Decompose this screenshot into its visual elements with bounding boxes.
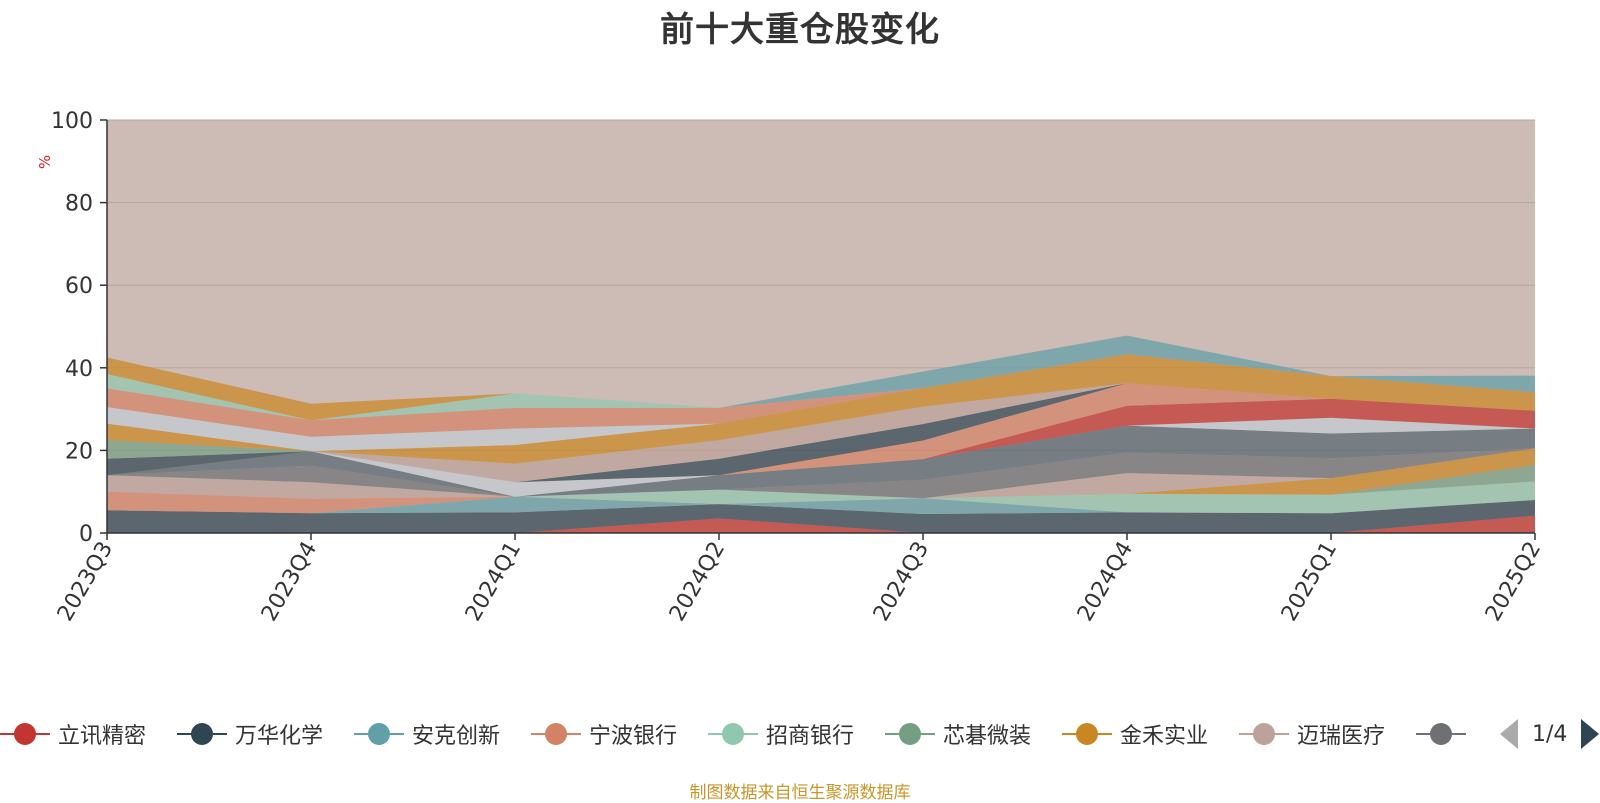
area-series-2 bbox=[107, 500, 1535, 533]
legend: 立讯精密 万华化学 安克创新 宁波银行 招商银行 芯碁微装 金禾实业 迈瑞医疗 bbox=[0, 716, 1600, 752]
legend-page-indicator: 1/4 bbox=[1532, 721, 1568, 747]
legend-label: 立讯精密 bbox=[58, 724, 147, 749]
legend-label: 宁波银行 bbox=[589, 724, 678, 749]
legend-swatch-icon bbox=[708, 716, 758, 752]
area-series-4 bbox=[107, 491, 1535, 514]
legend-item-2[interactable]: 万华化学 bbox=[177, 716, 323, 752]
x-tick-label: 2023Q3 bbox=[53, 538, 118, 626]
x-tick-label: 2025Q2 bbox=[1481, 538, 1546, 626]
x-tick-label: 2024Q1 bbox=[461, 538, 526, 626]
legend-swatch-icon bbox=[177, 716, 227, 752]
area-series-20 bbox=[107, 354, 1535, 421]
area-series-10 bbox=[107, 425, 1535, 497]
x-tick-label: 2024Q4 bbox=[1073, 538, 1138, 626]
area-series-19 bbox=[107, 354, 1535, 437]
legend-swatch-icon bbox=[1062, 716, 1112, 752]
legend-swatch-icon bbox=[1416, 716, 1466, 752]
legend-swatch-icon bbox=[354, 716, 404, 752]
legend-label: 万华化学 bbox=[235, 724, 324, 749]
y-tick-label: 60 bbox=[65, 274, 93, 299]
y-tick-label: 20 bbox=[65, 439, 93, 464]
y-tick-label: 80 bbox=[65, 192, 93, 217]
legend-swatch-icon bbox=[531, 716, 581, 752]
area-series-12 bbox=[107, 398, 1535, 483]
legend-label: 芯碁微装 bbox=[943, 724, 1032, 749]
legend-item-8[interactable]: 迈瑞医疗 bbox=[1239, 716, 1385, 752]
area-series-18 bbox=[107, 354, 1535, 452]
legend-swatch-icon bbox=[885, 716, 935, 752]
x-tick-label: 2025Q1 bbox=[1277, 538, 1342, 626]
area-series-11 bbox=[107, 417, 1535, 497]
legend-item-4[interactable]: 宁波银行 bbox=[531, 716, 677, 752]
legend-item-5[interactable]: 招商银行 bbox=[708, 716, 854, 752]
y-tick-label: 40 bbox=[65, 357, 93, 382]
legend-swatch-icon bbox=[0, 716, 50, 752]
area-series-3 bbox=[107, 496, 1535, 514]
legend-label: 招商银行 bbox=[766, 724, 855, 749]
area-series-9 bbox=[107, 448, 1535, 499]
legend-item-3[interactable]: 安克创新 bbox=[354, 716, 500, 752]
legend-label: 金禾实业 bbox=[1120, 724, 1209, 749]
x-tick-label: 2024Q3 bbox=[869, 538, 934, 626]
area-series-17 bbox=[107, 354, 1535, 464]
legend-item-6[interactable]: 芯碁微装 bbox=[885, 716, 1031, 752]
area-series-16 bbox=[107, 383, 1535, 483]
legend-items: 立讯精密 万华化学 安克创新 宁波银行 招商银行 芯碁微装 金禾实业 迈瑞医疗 bbox=[0, 716, 1470, 752]
y-tick-label: 100 bbox=[51, 109, 93, 134]
y-axis-label: % bbox=[36, 155, 54, 169]
area-series-5 bbox=[107, 481, 1535, 514]
x-tick-label: 2024Q2 bbox=[665, 538, 730, 626]
y-tick-label: 0 bbox=[79, 522, 93, 547]
legend-prev-page-arrow-icon[interactable] bbox=[1500, 719, 1518, 749]
legend-item-1[interactable]: 立讯精密 bbox=[0, 716, 146, 752]
source-note: 制图数据来自恒生聚源数据库 bbox=[689, 783, 911, 803]
x-tick-label: 2023Q4 bbox=[257, 538, 322, 626]
legend-next-page-arrow-icon[interactable] bbox=[1581, 719, 1600, 749]
area-series-1 bbox=[107, 515, 1535, 533]
area-series-13 bbox=[107, 383, 1535, 483]
legend-item-7[interactable]: 金禾实业 bbox=[1062, 716, 1208, 752]
chart-title: 前十大重仓股变化 bbox=[660, 10, 940, 50]
legend-label: 迈瑞医疗 bbox=[1297, 724, 1386, 749]
legend-label: 安克创新 bbox=[412, 724, 501, 749]
legend-item-9[interactable] bbox=[1416, 716, 1470, 752]
legend-swatch-icon bbox=[1239, 716, 1289, 752]
area-series-22 bbox=[107, 335, 1535, 408]
area-series-8 bbox=[107, 448, 1535, 499]
legend-pager: 1/4 bbox=[1500, 716, 1600, 752]
